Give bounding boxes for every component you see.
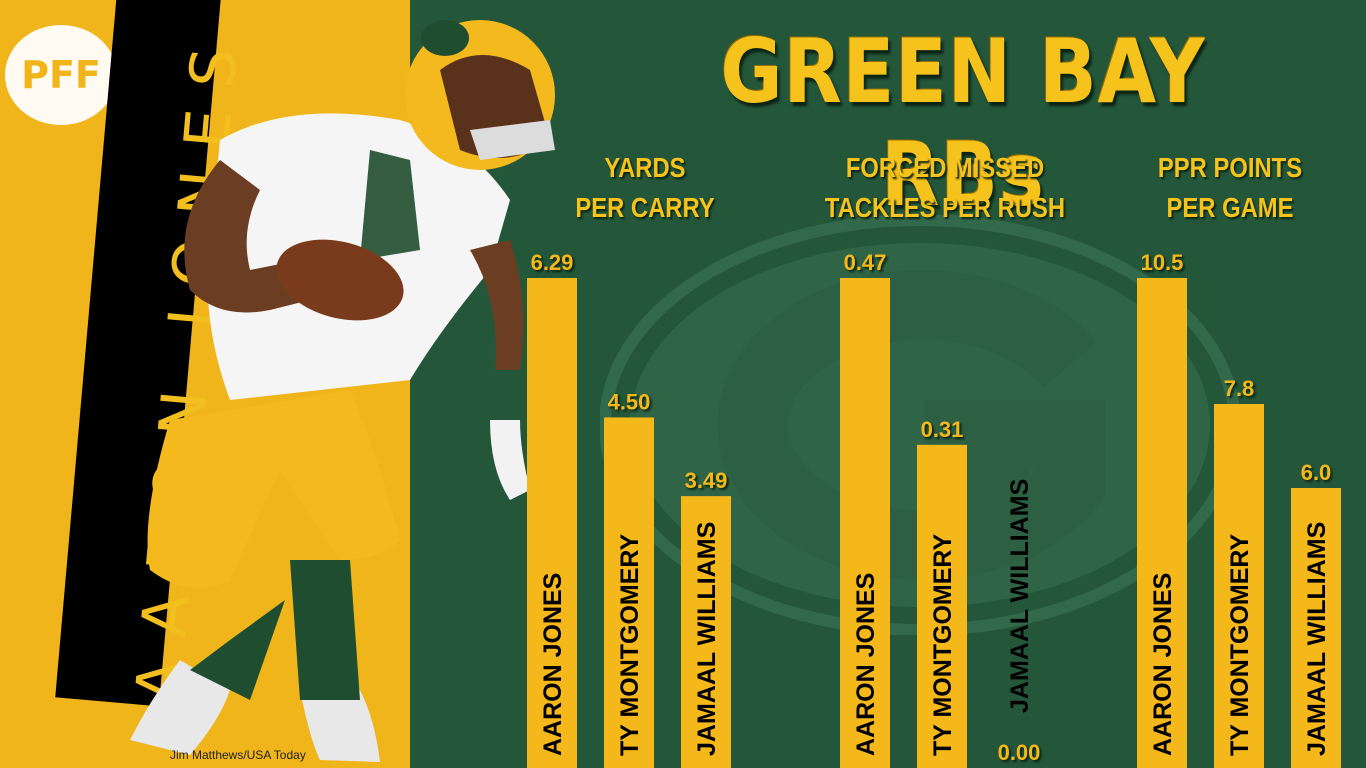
chart-2-title-line-1: FORCED MISSED xyxy=(845,152,1045,183)
pff-logo: PFF xyxy=(5,25,117,125)
pff-logo-text: PFF xyxy=(21,53,101,97)
photo-credit: Jim Matthews/USA Today xyxy=(170,748,306,762)
chart-2-title: FORCED MISSED TACKLES PER RUSH xyxy=(813,148,1077,228)
chart-3-title: PPR POINTS PER GAME xyxy=(1137,148,1324,228)
chart-3-title-line-1: PPR POINTS xyxy=(1157,152,1303,183)
packers-g-watermark-icon xyxy=(600,215,1240,635)
chart-2-title-line-2: TACKLES PER RUSH xyxy=(824,192,1066,223)
page-title: GREEN BAY RBs xyxy=(720,20,1206,226)
chart-1-title-line-1: YARDS xyxy=(604,152,686,183)
chart-1-title: YARDS PER CARRY xyxy=(564,148,726,228)
player-photo xyxy=(130,20,555,762)
chart-3-title-line-2: PER GAME xyxy=(1166,192,1294,223)
chart-1-title-line-2: PER CARRY xyxy=(575,192,715,223)
